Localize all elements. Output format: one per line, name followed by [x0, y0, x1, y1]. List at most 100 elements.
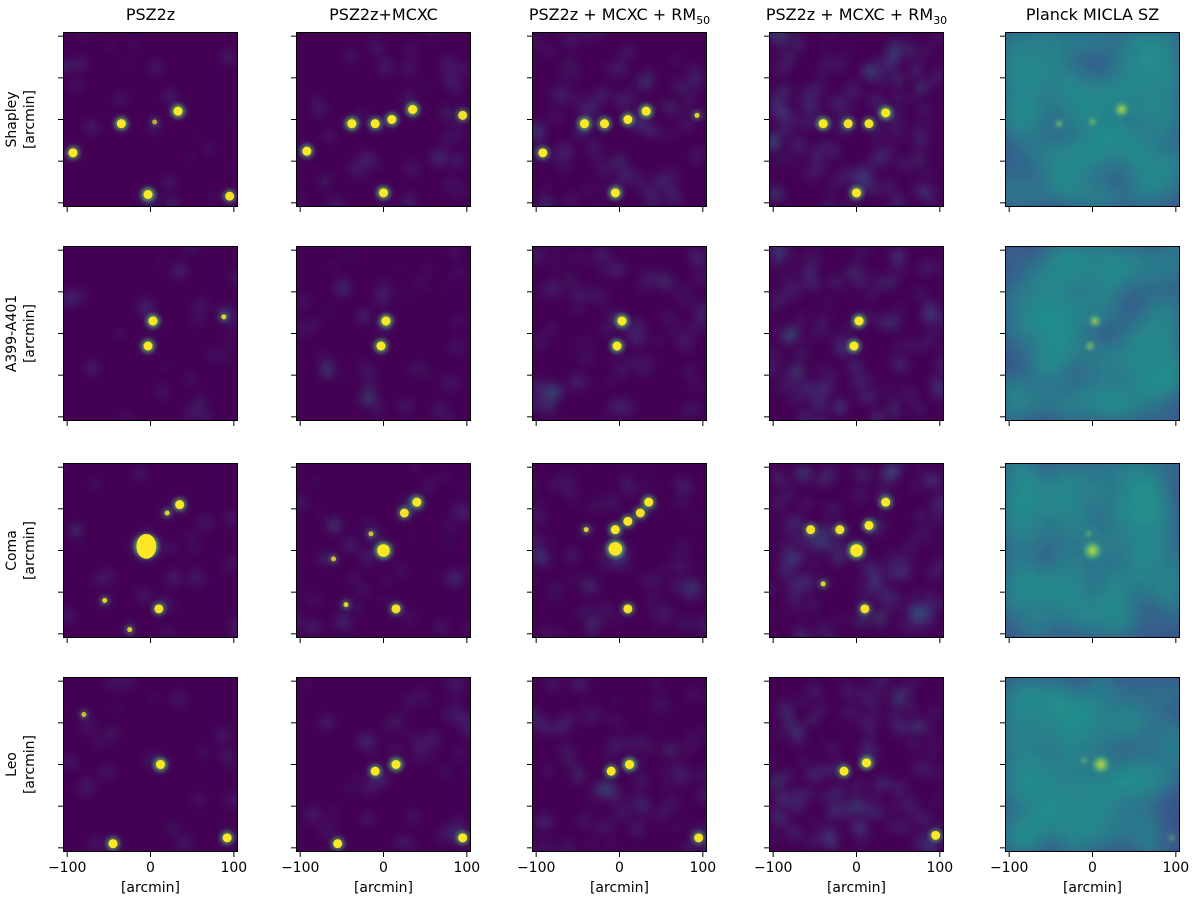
- cluster-core: [839, 766, 849, 776]
- cluster-core: [377, 544, 390, 557]
- x-tick-label: 100: [926, 860, 953, 876]
- cluster-core: [641, 106, 651, 116]
- column-title-main: PSZ2z + MCXC + RM: [766, 5, 933, 24]
- cluster-core: [818, 119, 828, 129]
- cluster-core: [610, 525, 620, 535]
- cluster-core: [302, 146, 312, 156]
- cluster-core: [610, 188, 620, 198]
- panel-frame: [296, 32, 471, 207]
- cluster-core: [538, 148, 548, 158]
- x-axis-label: [arcmin]: [1063, 880, 1122, 896]
- noise-texture: [1005, 246, 1180, 421]
- column-title-subscript: 50: [696, 14, 710, 27]
- cluster-core: [343, 602, 349, 608]
- x-tick-label: −100: [48, 860, 86, 876]
- noise-texture: [532, 246, 707, 421]
- cluster-core: [222, 833, 232, 843]
- panel-frame: [63, 463, 238, 638]
- cluster-core: [152, 119, 158, 125]
- noise-texture: [769, 246, 944, 421]
- cluster-core: [881, 108, 891, 118]
- noise-texture: [63, 677, 238, 852]
- cluster-core: [108, 839, 118, 849]
- cluster-core: [644, 497, 654, 507]
- panel-frame: [1005, 463, 1180, 638]
- panel-background: [296, 246, 471, 421]
- cluster-core: [1085, 341, 1095, 351]
- noise-texture: [297, 32, 468, 207]
- cluster-core: [862, 758, 871, 768]
- row-label-unit: [arcmin]: [22, 304, 38, 363]
- row-label: Coma [arcmin]: [4, 521, 38, 580]
- x-tick-label: 0: [379, 860, 388, 876]
- panel-frame: [769, 32, 944, 207]
- column-title: Planck MICLA SZ: [1026, 5, 1159, 24]
- cluster-core: [852, 188, 861, 198]
- row-label: A399-A401 [arcmin]: [4, 295, 38, 372]
- cluster-core: [391, 604, 401, 614]
- cluster-core: [864, 521, 874, 530]
- heatmap-panel: [291, 677, 471, 857]
- cluster-core: [331, 556, 336, 562]
- noise-texture: [769, 677, 944, 852]
- cluster-core: [225, 191, 235, 201]
- cluster-core: [1113, 101, 1130, 118]
- x-axis-label: [arcmin]: [827, 880, 886, 896]
- cluster-core: [173, 106, 183, 116]
- cluster-core: [625, 760, 634, 769]
- cluster-core: [835, 525, 845, 535]
- row-label: Shapley [arcmin]: [4, 90, 38, 149]
- cluster-core: [860, 604, 870, 614]
- cluster-core: [156, 760, 165, 769]
- cluster-core: [1055, 119, 1064, 128]
- column-title: PSZ2z+MCXC: [329, 5, 438, 24]
- cluster-core: [612, 341, 622, 351]
- cluster-core: [458, 833, 468, 843]
- column-title: PSZ2z + MCXC + RM30: [766, 5, 947, 27]
- row-label-name: Shapley: [4, 91, 20, 147]
- heatmap-panel: [764, 32, 944, 212]
- cluster-core: [1085, 530, 1092, 538]
- panel-background: [63, 246, 238, 421]
- x-axis-label: [arcmin]: [121, 880, 180, 896]
- x-tick-label: 100: [220, 860, 247, 876]
- row-label-name: Coma: [4, 530, 20, 571]
- panel-background: [296, 677, 471, 852]
- panel-frame: [532, 463, 707, 638]
- panel-frame: [296, 246, 471, 421]
- cluster-core: [148, 316, 158, 326]
- cluster-core: [623, 604, 633, 614]
- heatmap-panel: [291, 32, 471, 212]
- row-label-unit: [arcmin]: [22, 735, 38, 794]
- cluster-core: [600, 119, 609, 129]
- panel-frame: [1005, 246, 1180, 421]
- cluster-core: [102, 598, 108, 603]
- x-axis-label: [arcmin]: [354, 880, 413, 896]
- cluster-core: [370, 766, 380, 776]
- x-tick-label: 0: [146, 860, 155, 876]
- panel-frame: [63, 246, 238, 421]
- cluster-core: [143, 341, 153, 351]
- cluster-core: [850, 544, 863, 557]
- cluster-core: [116, 119, 126, 129]
- cluster-core: [81, 712, 87, 717]
- row-label: Leo [arcmin]: [4, 735, 38, 794]
- row-label-unit: [arcmin]: [22, 521, 38, 580]
- noise-texture: [1005, 32, 1180, 207]
- panel-frame: [63, 677, 238, 852]
- cluster-core: [399, 508, 409, 518]
- noise-texture: [63, 246, 238, 421]
- panel-frame: [1005, 677, 1180, 852]
- cluster-core: [843, 119, 853, 129]
- heatmap-panel: [1000, 246, 1180, 426]
- cluster-core: [617, 316, 627, 326]
- cluster-core: [164, 510, 170, 516]
- cluster-core: [333, 839, 343, 849]
- heatmap-panel: [291, 463, 471, 643]
- cluster-core: [381, 316, 391, 326]
- cluster-core: [635, 508, 645, 518]
- cluster-core: [820, 581, 826, 587]
- cluster-core: [931, 830, 941, 840]
- x-tick-label: 100: [453, 860, 480, 876]
